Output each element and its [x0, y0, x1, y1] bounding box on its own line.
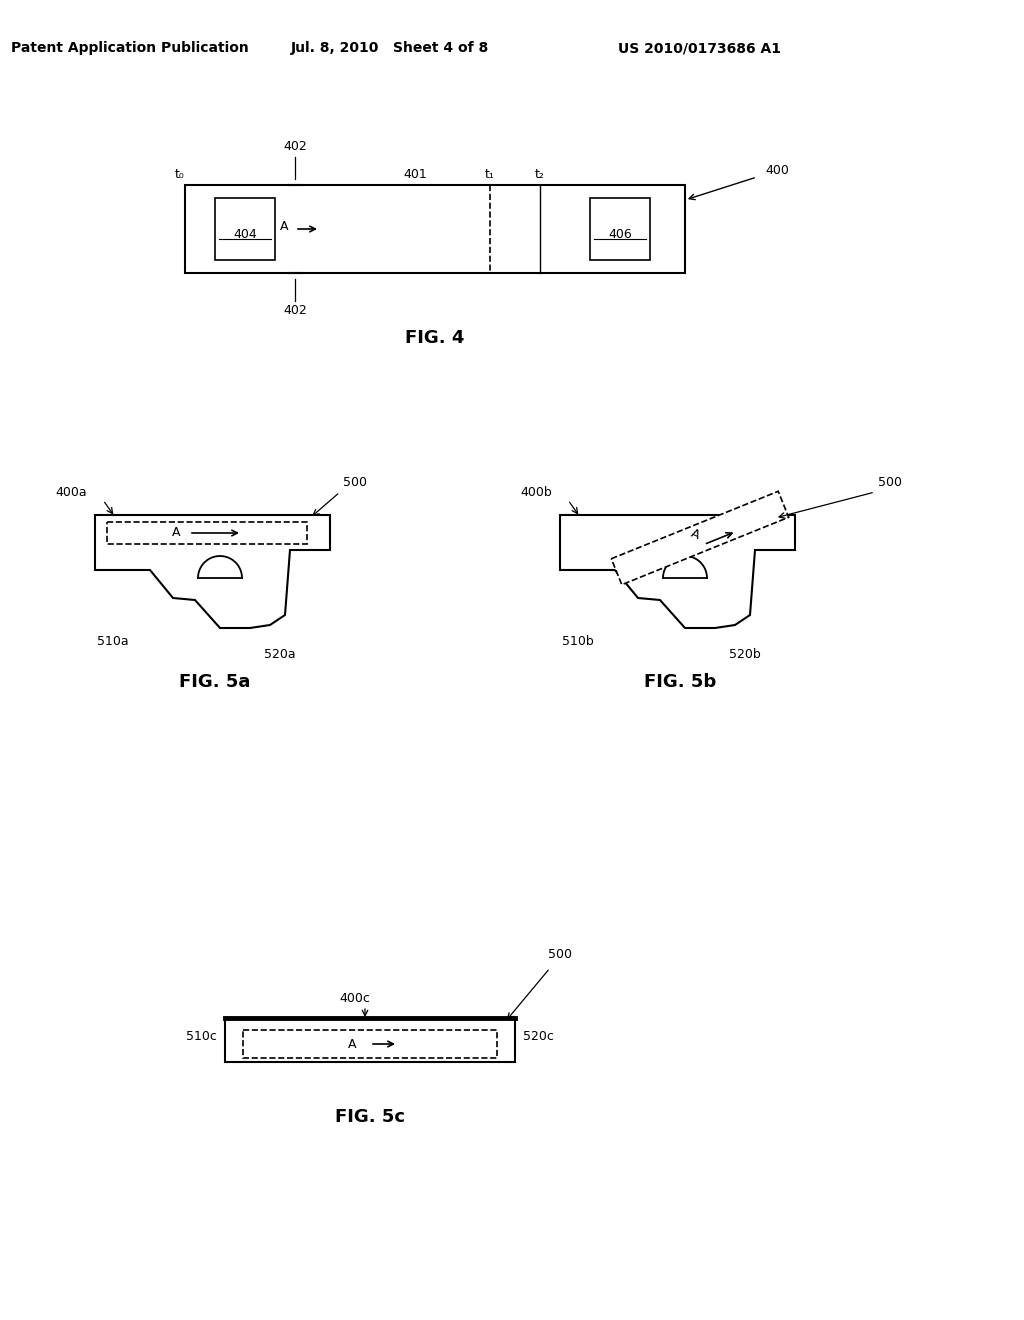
Text: 406: 406 — [608, 227, 632, 240]
Text: 401: 401 — [403, 169, 427, 181]
Bar — [243, 1030, 497, 1059]
Bar — [590, 198, 650, 260]
Text: 400a: 400a — [55, 486, 87, 499]
Text: FIG. 5c: FIG. 5c — [335, 1107, 406, 1126]
Text: US 2010/0173686 A1: US 2010/0173686 A1 — [618, 41, 781, 55]
Polygon shape — [611, 491, 788, 585]
Text: 510a: 510a — [97, 635, 129, 648]
Polygon shape — [560, 515, 795, 628]
Text: 510b: 510b — [562, 635, 594, 648]
Text: 400b: 400b — [520, 486, 552, 499]
Text: 520a: 520a — [264, 648, 296, 661]
Text: 400c: 400c — [340, 991, 371, 1005]
Polygon shape — [95, 515, 330, 628]
Text: 404: 404 — [233, 227, 257, 240]
Text: 500: 500 — [343, 475, 367, 488]
Bar — [185, 185, 685, 273]
Text: 510c: 510c — [186, 1030, 217, 1043]
Bar — [215, 198, 275, 260]
Text: FIG. 5a: FIG. 5a — [179, 673, 251, 690]
Text: A: A — [280, 220, 289, 234]
Bar — [225, 1018, 515, 1063]
Bar — [106, 521, 307, 544]
Text: Patent Application Publication: Patent Application Publication — [11, 41, 249, 55]
Text: FIG. 5b: FIG. 5b — [644, 673, 716, 690]
Text: A: A — [688, 527, 701, 541]
Text: 520c: 520c — [523, 1030, 554, 1043]
Text: Jul. 8, 2010   Sheet 4 of 8: Jul. 8, 2010 Sheet 4 of 8 — [291, 41, 489, 55]
Text: 500: 500 — [548, 949, 572, 961]
Text: 500: 500 — [878, 475, 902, 488]
Text: 520b: 520b — [729, 648, 761, 661]
Text: FIG. 4: FIG. 4 — [406, 329, 465, 347]
Text: t₀: t₀ — [175, 169, 185, 181]
Text: A: A — [172, 527, 180, 540]
Text: 402: 402 — [283, 305, 307, 318]
Text: t₁: t₁ — [485, 169, 495, 181]
Text: A: A — [348, 1038, 356, 1051]
Text: 402: 402 — [283, 140, 307, 153]
Text: t₂: t₂ — [536, 169, 545, 181]
Text: 400: 400 — [765, 164, 788, 177]
